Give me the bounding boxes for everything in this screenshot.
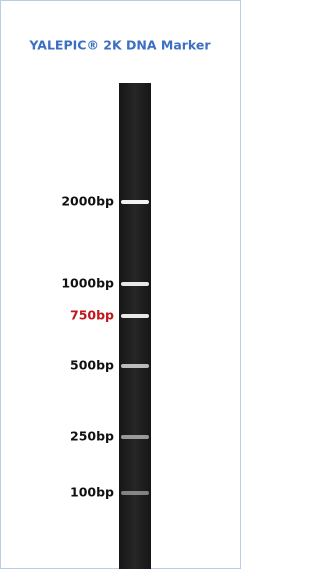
title: YALEPIC® 2K DNA Marker	[28, 38, 211, 53]
band	[121, 314, 149, 318]
band-label: 100bp	[70, 485, 114, 500]
band-label: 500bp	[70, 358, 114, 373]
band	[121, 491, 149, 495]
band-label: 1000bp	[61, 276, 114, 291]
band-label: 2000bp	[61, 194, 114, 209]
band	[121, 364, 149, 368]
gel-lane	[119, 83, 151, 569]
band	[121, 200, 149, 204]
marker-diagram: YALEPIC® 2K DNA Marker 2000bp 1000bp 750bp…	[0, 0, 241, 569]
band	[121, 282, 149, 286]
band-label: 250bp	[70, 429, 114, 444]
band-label: 750bp	[70, 308, 114, 323]
band	[121, 435, 149, 439]
